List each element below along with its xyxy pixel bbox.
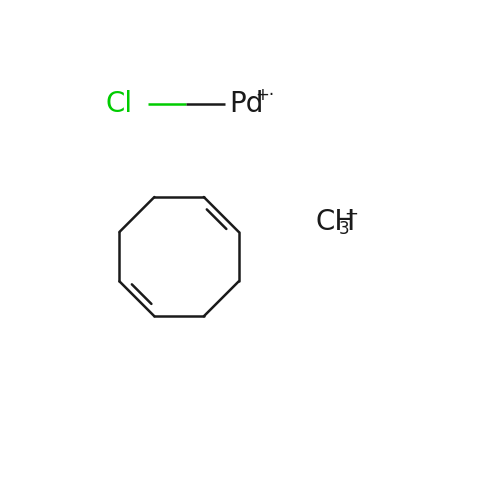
Text: +·: +·: [255, 87, 274, 104]
Text: 3: 3: [339, 220, 349, 238]
Text: −: −: [344, 205, 358, 222]
Text: CH: CH: [316, 207, 356, 236]
Text: Pd: Pd: [229, 90, 263, 117]
Text: Cl: Cl: [106, 90, 133, 117]
